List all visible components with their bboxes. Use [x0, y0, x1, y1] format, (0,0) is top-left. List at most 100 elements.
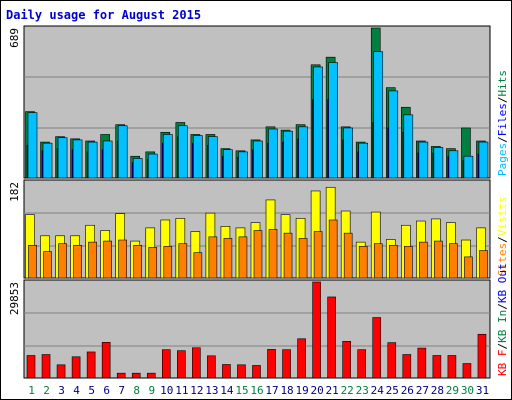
x-tick-label: 13 — [205, 384, 218, 397]
bar-sites — [238, 236, 248, 279]
x-tick-label: 23 — [356, 384, 369, 397]
bar-kb-f — [297, 338, 306, 379]
bar-kb-f — [86, 351, 96, 379]
max-label-visitors: 182 — [8, 182, 21, 202]
bar-sites — [328, 219, 338, 279]
bar-sites — [178, 243, 188, 279]
bar-sites — [148, 247, 158, 279]
bar-kb-f — [101, 342, 111, 379]
bar-kb-f — [252, 365, 261, 379]
bar-kb-f — [56, 364, 66, 379]
bar-pages — [388, 90, 399, 179]
bar-kb-f — [282, 349, 291, 379]
bar-kb-f — [222, 364, 231, 379]
bar-pages — [478, 141, 489, 179]
chart-title: Daily usage for August 2015 — [6, 8, 201, 22]
bar-sites — [58, 243, 67, 279]
legend-part: / — [496, 236, 509, 243]
bar-kb-f — [192, 347, 201, 379]
bar-pages — [268, 128, 278, 179]
bar-pages — [418, 141, 429, 179]
x-tick-label: 6 — [103, 384, 110, 397]
bar-pages — [102, 140, 113, 179]
bar-sites — [404, 246, 413, 279]
legend-part: / — [496, 97, 509, 104]
panel-bandwidth — [23, 279, 491, 379]
bar-sites — [419, 241, 428, 279]
x-tick-label: 28 — [431, 384, 444, 397]
bar-sites — [388, 244, 398, 279]
bar-pages — [328, 62, 338, 179]
bar-pages — [403, 114, 414, 179]
bar-pages — [433, 147, 444, 179]
x-tick-label: 5 — [88, 384, 95, 397]
x-tick-label: 3 — [58, 384, 65, 397]
bar-pages — [162, 134, 173, 179]
legend-part: / — [496, 303, 509, 310]
x-tick-label: 30 — [461, 384, 474, 397]
bar-pages — [27, 112, 38, 179]
legend-part: Sites — [496, 243, 509, 276]
bar-kb-f — [477, 333, 487, 379]
legend-part: Visits — [496, 197, 509, 237]
bar-pages — [132, 158, 143, 179]
x-tick-label: 17 — [265, 384, 278, 397]
bar-pages — [117, 125, 128, 179]
x-tick-label: 27 — [416, 384, 429, 397]
x-tick-label: 15 — [235, 384, 248, 397]
bar-pages — [178, 125, 188, 179]
x-tick-label: 24 — [371, 384, 385, 397]
bar-sites — [283, 232, 293, 279]
bar-kb-f — [417, 347, 427, 379]
bar-kb-f — [447, 355, 457, 379]
bar-kb-f — [41, 354, 51, 379]
bar-kb-f — [327, 296, 336, 379]
bar-sites — [298, 238, 308, 279]
max-label-bandwidth: 29853 — [8, 282, 21, 315]
bar-kb-f — [432, 355, 442, 379]
legend-part: / — [496, 136, 509, 143]
bar-kb-f — [146, 372, 156, 379]
legend-part: KB Out — [496, 263, 509, 303]
legend-traffic: Pages/Files/Hits — [496, 70, 509, 176]
x-tick-label: 20 — [311, 384, 324, 397]
x-tick-label: 10 — [160, 384, 173, 397]
x-tick-label: 1 — [28, 384, 35, 397]
legend-part: Hits — [496, 70, 509, 97]
bar-kb-f — [116, 372, 126, 379]
bar-pages — [313, 66, 323, 179]
bar-kb-f — [161, 349, 171, 379]
bar-kb-f — [177, 350, 186, 379]
legend-part: / — [496, 343, 509, 350]
legend-part: KB In — [496, 310, 509, 343]
bar-kb-f — [131, 372, 141, 379]
bar-pages — [298, 126, 308, 179]
bar-kb-f — [71, 356, 81, 379]
x-tick-label: 8 — [133, 384, 140, 397]
bar-pages — [208, 136, 218, 179]
legend-visitors: Sites/Visits — [496, 197, 509, 277]
bar-pages — [72, 139, 83, 179]
bar-pages — [147, 153, 158, 179]
bar-sites — [253, 230, 263, 279]
x-tick-label: 31 — [476, 384, 489, 397]
bar-sites — [449, 243, 458, 279]
bar-pages — [238, 151, 248, 179]
bar-kb-f — [237, 364, 246, 379]
bar-sites — [88, 241, 97, 279]
bar-sites — [163, 246, 173, 279]
bar-sites — [434, 240, 443, 279]
x-tick-label: 16 — [250, 384, 263, 397]
bar-kb-f — [207, 355, 216, 379]
bar-kb-f — [267, 349, 276, 379]
bar-sites — [118, 239, 127, 279]
bar-pages — [223, 149, 233, 179]
x-tick-label: 9 — [148, 384, 155, 397]
bar-sites — [73, 244, 82, 279]
bar-sites — [358, 246, 368, 279]
x-tick-label: 4 — [73, 384, 80, 397]
x-tick-label: 14 — [220, 384, 234, 397]
bar-sites — [43, 251, 52, 279]
bar-pages — [463, 155, 474, 179]
bar-kb-f — [387, 342, 397, 379]
